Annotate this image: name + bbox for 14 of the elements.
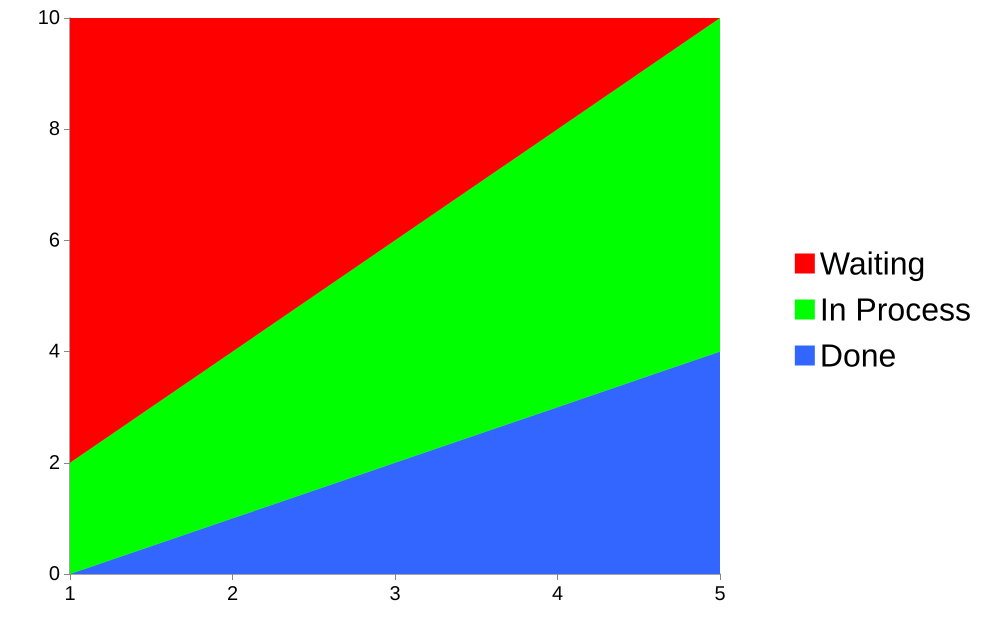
- y-tick-label: 6: [48, 229, 60, 252]
- y-tick-label: 0: [48, 563, 60, 585]
- legend-label: Done: [820, 338, 896, 374]
- x-tick-label: 4: [552, 583, 564, 605]
- y-tick-label: 10: [38, 7, 60, 29]
- x-tick-label: 3: [389, 583, 401, 605]
- legend-label: Waiting: [820, 246, 926, 282]
- y-tick-label: 4: [48, 340, 60, 363]
- x-tick-label: 5: [714, 583, 726, 605]
- y-tick-label: 2: [48, 452, 60, 474]
- y-tick-label: 8: [48, 118, 60, 140]
- x-tick-label: 2: [226, 583, 238, 605]
- x-tick-label: 1: [64, 583, 76, 605]
- legend-label: In Process: [820, 292, 971, 328]
